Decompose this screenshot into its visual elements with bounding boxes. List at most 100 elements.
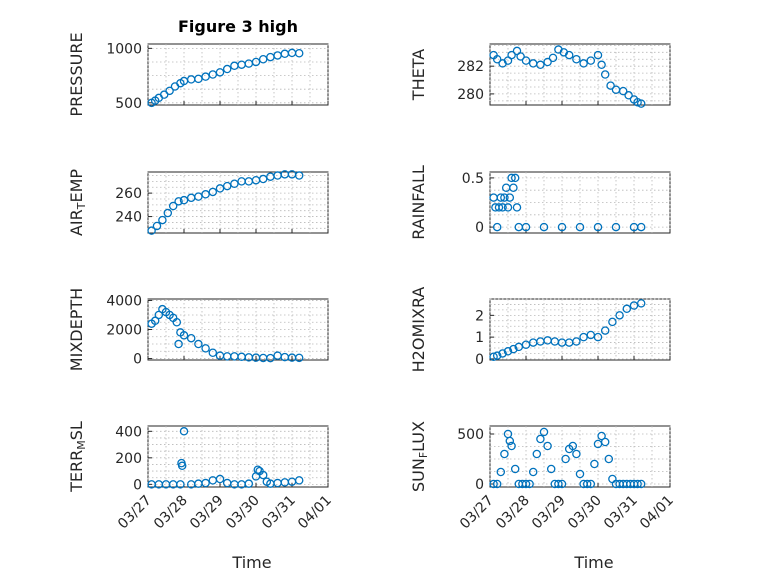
data-point [505, 436, 515, 446]
data-point [498, 349, 507, 358]
x-tick-label: 03/30 [223, 493, 263, 533]
data-point [165, 86, 174, 96]
data-point [521, 222, 531, 232]
data-point [546, 464, 556, 474]
data-point [503, 347, 513, 356]
data-point [510, 173, 520, 183]
data-point [494, 203, 504, 212]
data-point [294, 49, 304, 58]
data-point [543, 57, 552, 67]
y-tick-label: 2 [475, 308, 484, 324]
data-point [201, 478, 210, 488]
y-axis-label: H2OMIXRA [409, 287, 428, 373]
data-point [606, 81, 615, 90]
y-tick-label: 1000 [106, 41, 142, 57]
data-point [489, 479, 498, 489]
axes-frame [147, 43, 329, 106]
data-point [572, 449, 581, 459]
data-point [500, 193, 509, 202]
data-point [512, 203, 522, 212]
y-tick-label: 0 [133, 477, 142, 493]
y-tick-label: 400 [115, 424, 142, 440]
x-axis-label: Time [231, 553, 271, 572]
y-axis-label: THETA [409, 49, 428, 101]
data-point [636, 99, 646, 108]
data-point [168, 201, 178, 211]
axes-frame [489, 425, 671, 488]
data-point [194, 339, 203, 349]
data-point [208, 348, 218, 357]
data-point [505, 193, 515, 202]
chart-title: Figure 3 high [178, 17, 298, 36]
data-point [604, 454, 614, 464]
data-point [251, 57, 261, 67]
data-point [586, 479, 596, 489]
data-point [554, 479, 563, 489]
data-point [593, 332, 603, 342]
data-point [496, 193, 506, 202]
data-point [543, 441, 552, 451]
data-point [253, 465, 263, 475]
data-point [158, 215, 167, 225]
data-point [215, 474, 225, 484]
data-point [266, 353, 275, 363]
y-axis-label: RAINFALL [409, 165, 428, 240]
data-point [194, 192, 203, 201]
data-point [294, 353, 304, 363]
data-point [179, 427, 189, 436]
data-point [636, 222, 646, 232]
data-point [636, 479, 646, 489]
data-point [600, 437, 610, 447]
data-point [600, 326, 610, 335]
data-point [590, 459, 599, 469]
data-point [528, 467, 538, 477]
data-point [536, 434, 545, 444]
y-tick-label: 240 [115, 210, 142, 226]
x-tick-label: 03/27 [457, 493, 497, 533]
data-point [532, 449, 542, 459]
data-point [536, 60, 545, 70]
data-point [230, 179, 239, 188]
y-tick-label: 0 [475, 477, 484, 493]
y-tick-label: 280 [457, 87, 484, 103]
x-tick-label: 03/29 [529, 493, 569, 533]
data-point [622, 304, 632, 314]
x-tick-label: 03/28 [493, 493, 533, 533]
y-axis-label: MIXDEPTH [67, 288, 86, 371]
data-point [611, 222, 621, 232]
y-tick-label: 1 [475, 330, 484, 346]
data-point [174, 339, 183, 349]
data-point [500, 449, 509, 459]
data-point [179, 195, 189, 205]
data-point [564, 50, 574, 60]
data-point [539, 222, 549, 232]
data-point [503, 203, 513, 212]
data-point [201, 190, 210, 199]
data-point [548, 53, 558, 63]
data-point [510, 464, 520, 474]
data-point [539, 427, 549, 437]
y-axis-label: AIRTEMP [67, 169, 88, 236]
data-point [575, 469, 585, 479]
data-point [152, 221, 162, 231]
y-tick-label: 200 [115, 451, 142, 467]
data-point [557, 222, 567, 232]
data-point [582, 479, 592, 489]
data-point [496, 467, 506, 477]
data-point [575, 222, 585, 232]
data-point [258, 470, 268, 480]
data-point [489, 352, 498, 361]
y-tick-label: 4000 [106, 293, 142, 309]
subplot-pressure: 500 1000 PRESSURE Figure 3 high [67, 17, 329, 117]
data-point [586, 56, 596, 65]
y-tick-label: 0 [133, 352, 142, 368]
data-point [525, 479, 534, 489]
data-point [176, 480, 185, 489]
x-tick-label: 03/27 [115, 493, 155, 533]
data-point [244, 479, 254, 488]
data-point [597, 431, 606, 441]
data-point [222, 181, 232, 191]
data-point [258, 174, 268, 184]
